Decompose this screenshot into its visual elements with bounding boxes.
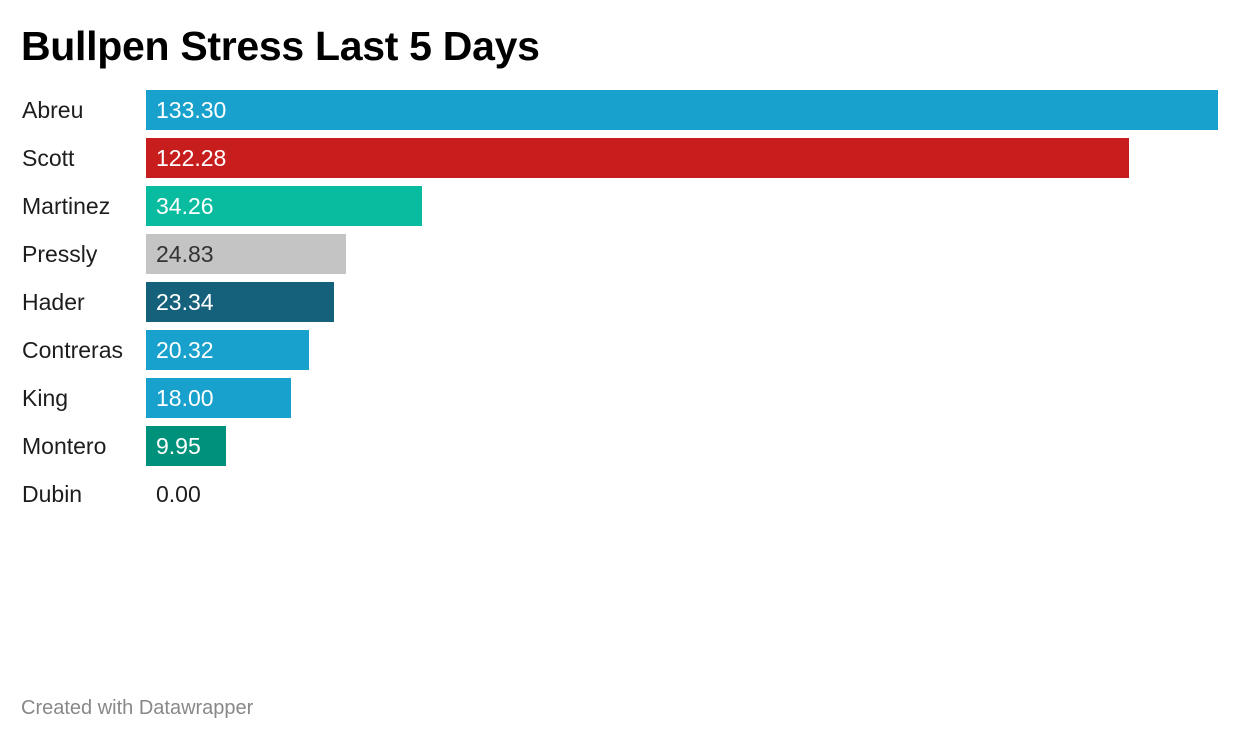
bar	[146, 426, 226, 466]
bar	[146, 282, 334, 322]
datawrapper-credit[interactable]: Created with Datawrapper	[21, 697, 254, 719]
category-label: Dubin	[22, 481, 83, 507]
category-label: Abreu	[22, 97, 84, 123]
value-label: 133.30	[156, 97, 227, 123]
bar-row: Martinez 34.26	[0, 186, 1240, 226]
bar	[146, 234, 346, 274]
value-label: 9.95	[156, 433, 201, 459]
bar	[146, 186, 422, 226]
bar-row: Scott 122.28	[0, 138, 1240, 178]
value-label: 18.00	[156, 385, 214, 411]
category-label: Martinez	[22, 193, 111, 219]
value-label: 20.32	[156, 337, 214, 363]
bar-row: Pressly 24.83	[0, 234, 1240, 274]
bar	[146, 330, 309, 370]
category-label: Contreras	[22, 337, 123, 363]
category-label: Hader	[22, 289, 85, 315]
bar-row: Hader 23.34	[0, 282, 1240, 322]
value-label: 122.28	[156, 145, 227, 171]
category-label: King	[22, 385, 69, 411]
value-label: 23.34	[156, 289, 214, 315]
category-label: Scott	[22, 145, 75, 171]
bar-row: Abreu 133.30	[0, 90, 1240, 130]
bar-row: Dubin 0.00	[0, 474, 1240, 514]
category-label: Montero	[22, 433, 107, 459]
bar	[146, 138, 1129, 178]
value-label: 34.26	[156, 193, 214, 219]
value-label: 24.83	[156, 241, 214, 267]
bar-row: King 18.00	[0, 378, 1240, 418]
bar-chart: Abreu 133.30 Scott 122.28 Martinez 34.26 Press…	[0, 86, 1240, 526]
bar-row: Montero 9.95	[0, 426, 1240, 466]
bar-row: Contreras 20.32	[0, 330, 1240, 370]
bar	[146, 90, 1218, 130]
value-label: 0.00	[156, 481, 201, 507]
chart-title: Bullpen Stress Last 5 Days	[21, 23, 540, 69]
category-label: Pressly	[22, 241, 98, 267]
bar	[146, 378, 291, 418]
